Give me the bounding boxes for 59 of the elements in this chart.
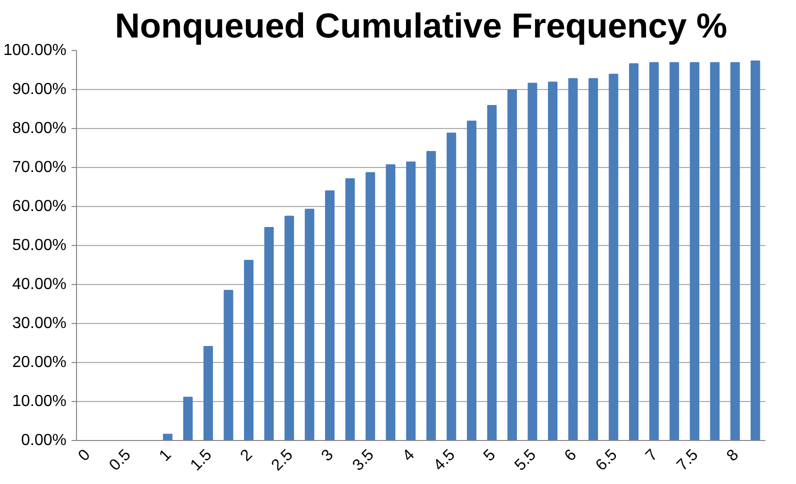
bar — [345, 178, 355, 440]
y-tick-label: 90.00% — [12, 81, 66, 98]
x-tick-label: 8 — [724, 446, 742, 465]
bar — [548, 82, 558, 440]
y-tick-label: 80.00% — [12, 120, 66, 137]
x-tick-label: 0 — [75, 446, 94, 465]
bar — [325, 190, 335, 440]
x-tick-label: 2 — [238, 446, 256, 465]
x-tick-label: 6 — [562, 446, 580, 465]
x-tick-label: 3 — [318, 446, 337, 465]
bar — [649, 62, 659, 440]
x-tick-label: 7 — [642, 446, 662, 465]
x-tick-label: 5 — [480, 446, 500, 465]
bar — [244, 260, 254, 440]
y-tick-label: 60.00% — [12, 198, 66, 215]
bar — [183, 396, 193, 440]
x-tick-label: 4.5 — [430, 446, 459, 474]
x-tick-label: 5.5 — [512, 446, 540, 474]
bar — [690, 62, 700, 440]
y-tick-label: 30.00% — [12, 315, 66, 332]
y-tick-label: 50.00% — [12, 237, 66, 254]
bar — [386, 164, 396, 440]
bar — [466, 120, 476, 440]
bar — [264, 227, 274, 440]
bar — [750, 60, 760, 440]
bar — [588, 78, 598, 440]
bar — [446, 132, 456, 440]
bar — [568, 78, 578, 440]
bar — [366, 172, 376, 440]
bar — [507, 89, 517, 440]
y-tick-label: 20.00% — [12, 354, 66, 371]
y-tick-label: 0.00% — [21, 432, 67, 449]
bar — [730, 62, 740, 440]
y-tick-label: 40.00% — [12, 276, 66, 293]
x-tick-label: 4 — [400, 446, 418, 465]
bar — [528, 82, 538, 440]
y-tick-label: 10.00% — [12, 393, 66, 410]
chart-title: Nonqueued Cumulative Frequency % — [114, 8, 728, 46]
bar — [629, 63, 639, 440]
x-tick-label: 7.5 — [674, 446, 702, 474]
y-tick-label: 100.00% — [3, 42, 67, 59]
x-tick-label: 2.5 — [268, 446, 296, 474]
x-tick-label: 6.5 — [592, 446, 621, 474]
bar — [608, 74, 618, 440]
x-tick-label: 1.5 — [188, 446, 216, 474]
bar — [162, 434, 172, 440]
bar — [203, 346, 213, 440]
bar — [670, 62, 680, 440]
y-tick-label: 70.00% — [12, 159, 66, 176]
bar — [304, 208, 314, 440]
x-tick-label: 1 — [156, 446, 175, 465]
x-tick-label: 0.5 — [106, 446, 134, 474]
bar — [284, 216, 294, 440]
bar — [406, 162, 416, 440]
x-tick-label: 3.5 — [350, 446, 378, 474]
bar — [710, 62, 720, 440]
bar — [426, 151, 436, 440]
bar — [224, 290, 234, 440]
bar — [487, 104, 497, 440]
